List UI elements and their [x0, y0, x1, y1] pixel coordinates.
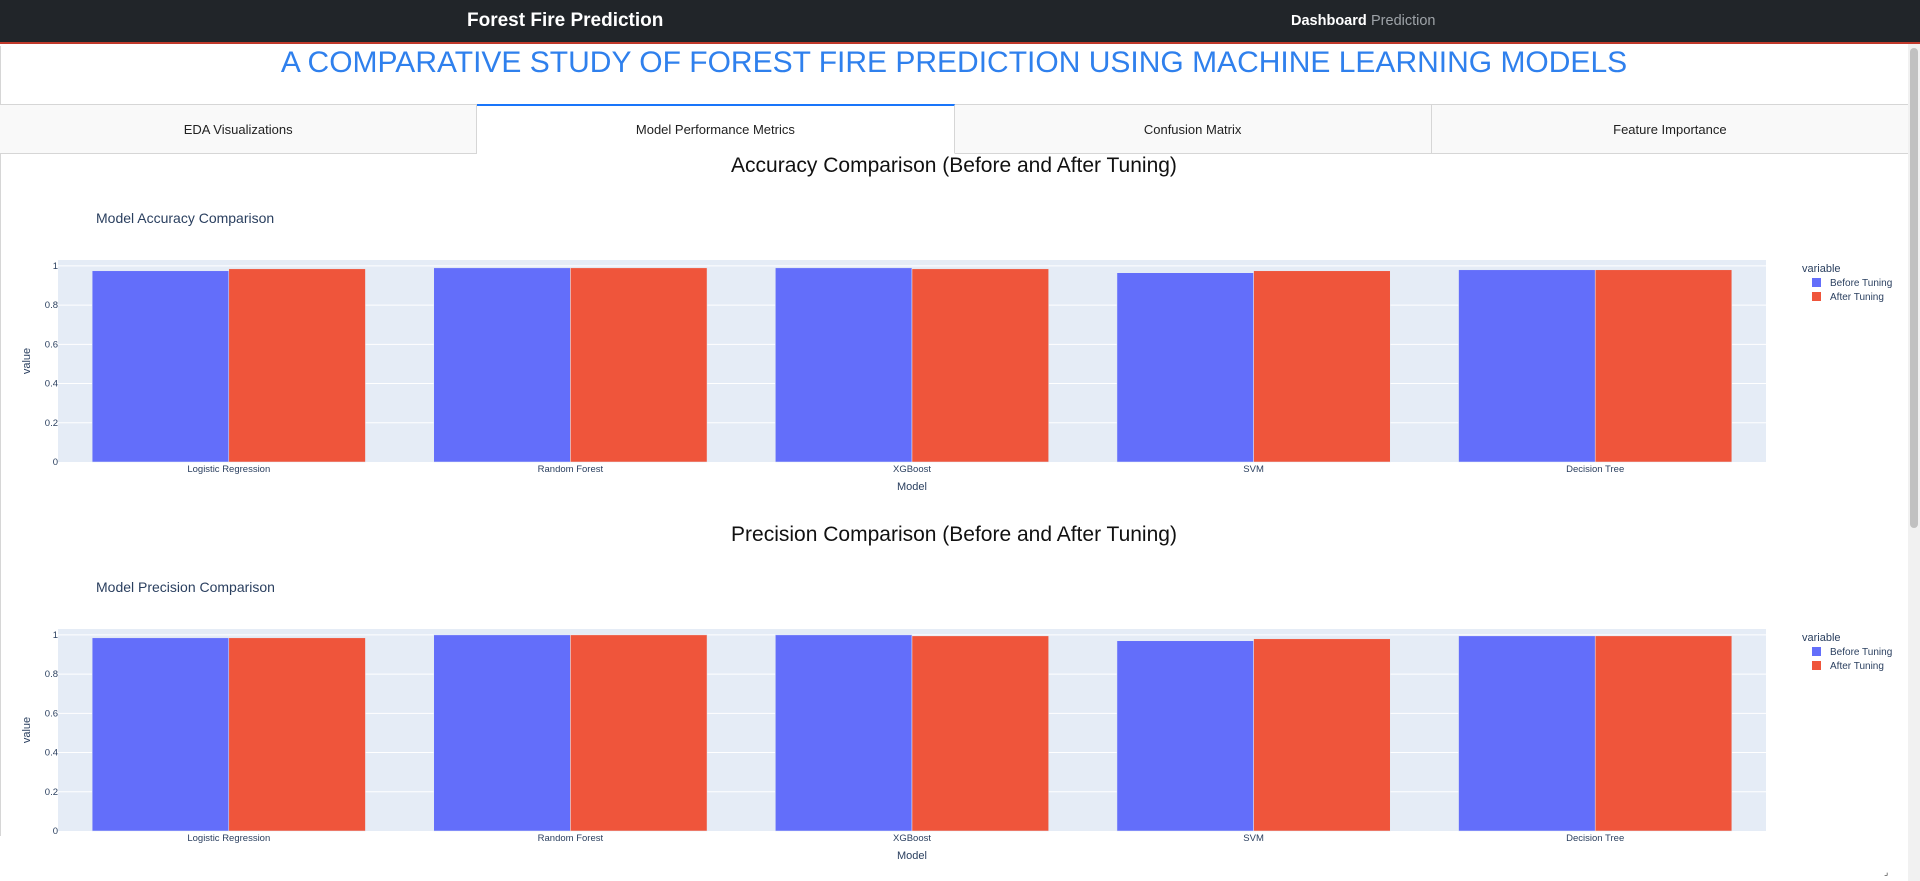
- bar-logistic-regression-before-tuning: [91, 637, 230, 832]
- bar-svm-before-tuning: [1116, 640, 1254, 832]
- y-axis-label: value: [21, 348, 33, 374]
- y-tick-label: 0: [53, 457, 58, 468]
- page-scrollbar-thumb[interactable]: [1910, 48, 1918, 528]
- bar-random-forest-after-tuning: [570, 634, 708, 832]
- x-tick-label: XGBoost: [893, 833, 931, 844]
- legend-entry-before-tuning: Before Tuning: [1830, 278, 1892, 289]
- page-left-border: [0, 46, 1, 836]
- legend-entry-after-tuning: After Tuning: [1830, 292, 1884, 303]
- top-navbar: Forest Fire Prediction Dashboard Predict…: [0, 0, 1920, 44]
- tab-eda-visualizations[interactable]: EDA Visualizations: [0, 105, 478, 153]
- tab-bar: EDA Visualizations Model Performance Met…: [0, 104, 1908, 154]
- legend-swatch-after-tuning: [1812, 661, 1821, 670]
- tab-confusion-matrix[interactable]: Confusion Matrix: [955, 105, 1432, 153]
- bar-decision-tree-before-tuning: [1458, 269, 1596, 463]
- x-tick-label: Logistic Regression: [187, 833, 270, 844]
- y-tick-label: 0.2: [45, 787, 58, 798]
- accuracy-section-heading: Accuracy Comparison (Before and After Tu…: [731, 154, 1177, 177]
- x-tick-label: Random Forest: [538, 464, 604, 475]
- x-tick-label: Logistic Regression: [187, 464, 270, 475]
- navbar-brand[interactable]: Forest Fire Prediction: [467, 10, 664, 31]
- x-axis-label: Model: [897, 850, 927, 862]
- bar-svm-before-tuning: [1116, 272, 1254, 463]
- legend-swatch-before-tuning: [1812, 647, 1821, 656]
- bar-random-forest-before-tuning: [433, 267, 571, 463]
- legend-entry-after-tuning: After Tuning: [1830, 661, 1884, 672]
- y-tick-label: 0.6: [45, 339, 58, 350]
- x-tick-label: Decision Tree: [1566, 833, 1624, 844]
- x-tick-label: XGBoost: [893, 464, 931, 475]
- x-axis-label: Model: [897, 481, 927, 493]
- bar-xgboost-after-tuning: [911, 268, 1049, 463]
- tab-feature-importance[interactable]: Feature Importance: [1613, 121, 1727, 137]
- chart-title: Model Accuracy Comparison: [96, 210, 274, 226]
- x-tick-label: Decision Tree: [1566, 464, 1624, 475]
- nav-link-prediction[interactable]: Prediction: [1371, 13, 1436, 29]
- legend-swatch-after-tuning: [1812, 292, 1821, 301]
- bar-decision-tree-after-tuning: [1594, 635, 1733, 832]
- bar-logistic-regression-before-tuning: [91, 270, 230, 463]
- resize-corner-icon: ⌟: [1884, 867, 1889, 877]
- y-tick-label: 0.8: [45, 300, 58, 311]
- legend-swatch-before-tuning: [1812, 278, 1821, 287]
- y-tick-label: 0.4: [45, 379, 58, 390]
- legend-entry-before-tuning: Before Tuning: [1830, 647, 1892, 658]
- bar-svm-after-tuning: [1253, 270, 1391, 463]
- y-tick-label: 0.6: [45, 708, 58, 719]
- y-axis-label: value: [21, 717, 33, 743]
- bar-xgboost-before-tuning: [775, 634, 913, 832]
- bar-decision-tree-before-tuning: [1458, 635, 1596, 832]
- x-tick-label: SVM: [1243, 464, 1264, 475]
- bar-xgboost-before-tuning: [775, 267, 913, 463]
- chart-title: Model Precision Comparison: [96, 579, 275, 595]
- y-tick-label: 0.2: [45, 418, 58, 429]
- precision-section-heading: Precision Comparison (Before and After T…: [731, 523, 1177, 546]
- bar-random-forest-before-tuning: [433, 634, 571, 832]
- x-tick-label: SVM: [1243, 833, 1264, 844]
- tab-model-performance-metrics[interactable]: Model Performance Metrics: [477, 104, 955, 154]
- y-tick-label: 0.4: [45, 748, 58, 759]
- nav-link-dashboard[interactable]: Dashboard: [1291, 13, 1367, 29]
- y-tick-label: 1: [53, 630, 58, 641]
- page-title: A COMPARATIVE STUDY OF FOREST FIRE PREDI…: [280, 46, 1628, 79]
- bar-random-forest-after-tuning: [570, 267, 708, 463]
- bar-decision-tree-after-tuning: [1594, 269, 1733, 463]
- y-tick-label: 0.8: [45, 669, 58, 680]
- y-tick-label: 1: [53, 261, 58, 272]
- bar-logistic-regression-after-tuning: [228, 268, 366, 463]
- legend-title: variable: [1802, 632, 1841, 644]
- bar-svm-after-tuning: [1253, 638, 1391, 832]
- x-tick-label: Random Forest: [538, 833, 604, 844]
- y-tick-label: 0: [53, 826, 58, 837]
- legend-title: variable: [1802, 263, 1841, 275]
- bar-xgboost-after-tuning: [911, 635, 1049, 832]
- bar-logistic-regression-after-tuning: [228, 637, 366, 832]
